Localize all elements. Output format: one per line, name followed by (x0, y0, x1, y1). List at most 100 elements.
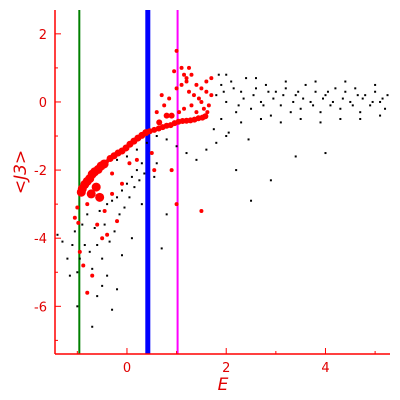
background-point (130, 175, 133, 178)
highlight-point (199, 99, 204, 104)
background-point (155, 135, 158, 138)
background-point (329, 104, 332, 107)
background-point (255, 87, 257, 90)
background-point (269, 114, 272, 117)
background-point (252, 94, 255, 97)
background-point (339, 107, 342, 110)
highlight-point (120, 181, 124, 186)
background-point (324, 152, 327, 155)
background-point (384, 107, 387, 110)
background-point (341, 97, 344, 100)
background-point (61, 240, 64, 243)
background-point (259, 100, 262, 103)
background-point (83, 244, 86, 247)
x-tick-label: 4 (321, 361, 329, 376)
highlight-point (187, 89, 191, 94)
highlight-point (184, 76, 189, 81)
background-point (125, 182, 128, 185)
highlight-point (169, 168, 174, 173)
background-point (78, 257, 81, 260)
background-point (96, 244, 99, 247)
x-axis-title: E (218, 375, 229, 395)
background-point (274, 90, 277, 93)
background-point (222, 90, 225, 93)
background-point (250, 107, 253, 110)
background-point (284, 80, 287, 83)
background-point (304, 83, 307, 86)
background-point (135, 169, 138, 172)
y-tick-label: -4 (34, 232, 47, 247)
background-point (264, 83, 267, 86)
background-point (76, 271, 79, 274)
highlight-point (75, 205, 80, 210)
background-point (185, 152, 188, 155)
background-point (255, 77, 257, 80)
background-point (354, 87, 357, 90)
background-point (250, 199, 253, 202)
background-point (98, 209, 101, 212)
background-point (279, 104, 282, 107)
y-tick-label: -6 (34, 300, 47, 315)
background-point (294, 155, 297, 158)
background-point (322, 97, 324, 100)
highlight-point (159, 93, 164, 98)
background-point (364, 94, 367, 97)
highlight-point (134, 157, 139, 162)
highlight-point (182, 106, 187, 111)
background-point (195, 158, 198, 161)
highlight-point (149, 151, 154, 156)
background-point (225, 135, 228, 138)
highlight-point (205, 110, 210, 115)
background-point (299, 107, 302, 110)
background-point (227, 131, 230, 134)
highlight-point (115, 219, 120, 224)
background-point (205, 148, 208, 151)
highlight-point (110, 171, 115, 176)
background-point (240, 90, 243, 93)
background-point (279, 121, 282, 124)
background-point (113, 230, 116, 233)
background-point (334, 87, 337, 90)
y-tick-label: -2 (34, 164, 47, 179)
background-point (138, 179, 141, 182)
highlight-point (199, 86, 204, 91)
highlight-point (172, 69, 177, 74)
background-point (135, 148, 138, 151)
background-point (324, 94, 327, 97)
background-point (91, 325, 94, 328)
background-point (128, 196, 131, 199)
background-point (103, 223, 106, 226)
background-point (133, 186, 136, 189)
highlight-point (102, 208, 107, 213)
highlight-point (199, 208, 204, 213)
background-point (106, 274, 109, 277)
background-point (359, 111, 362, 114)
background-point (217, 73, 220, 76)
highlight-point (189, 72, 194, 77)
background-point (118, 213, 121, 216)
highlight-point (204, 89, 209, 94)
background-point (331, 100, 334, 103)
background-point (371, 100, 374, 103)
highlight-point (179, 65, 184, 70)
background-point (225, 100, 228, 103)
highlight-point (77, 249, 82, 254)
background-point (96, 295, 99, 298)
background-point (116, 196, 119, 199)
background-point (237, 104, 240, 107)
background-point (93, 226, 96, 229)
background-point (66, 257, 69, 260)
background-point (160, 247, 163, 250)
background-points (56, 73, 389, 328)
background-point (125, 155, 128, 158)
highlight-point (191, 93, 196, 98)
x-tick-label: 2 (222, 361, 230, 376)
highlight-point (105, 232, 110, 237)
background-point (101, 284, 104, 287)
highlight-point (184, 79, 189, 84)
background-point (302, 97, 305, 100)
background-point (88, 250, 91, 253)
tick-marks (55, 33, 376, 354)
background-point (245, 77, 248, 80)
